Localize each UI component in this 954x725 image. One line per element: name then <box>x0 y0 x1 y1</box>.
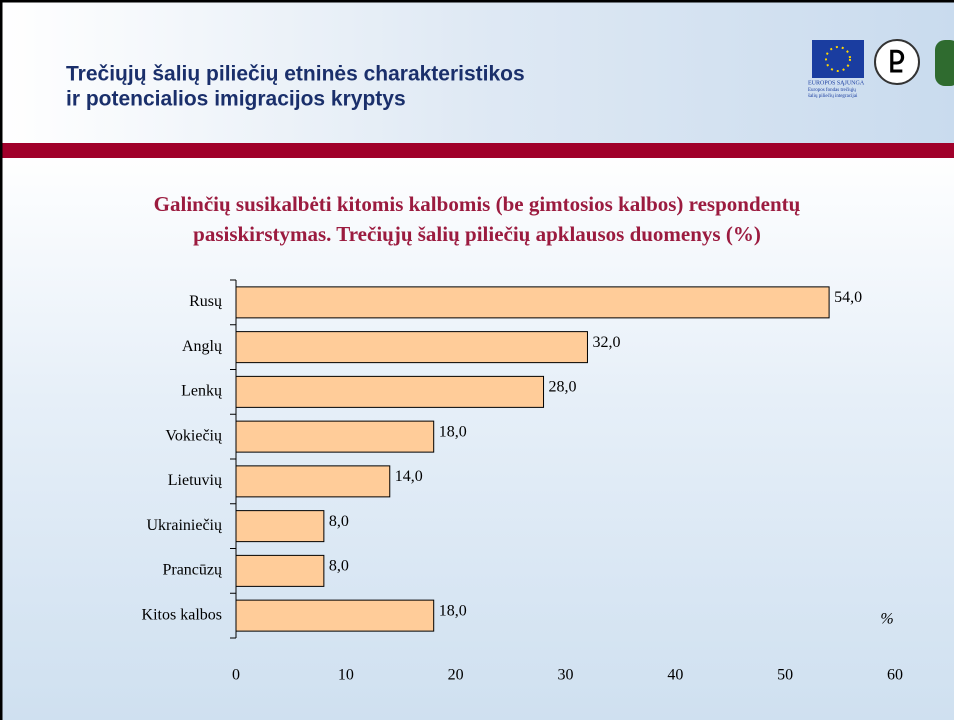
x-tick-label: 50 <box>777 667 793 684</box>
bar <box>235 554 325 587</box>
logo-text: Europos fondas trečiųjų <box>808 88 856 93</box>
eu-stars <box>825 46 851 72</box>
y-tick-label: Vokiečių <box>165 427 223 444</box>
bar <box>235 599 435 632</box>
value-label: 8,0 <box>329 558 349 575</box>
bar <box>235 420 435 453</box>
x-tick-label: 20 <box>448 667 464 684</box>
header-title: Trečiųjų šalių piliečių etninės charakte… <box>66 63 525 86</box>
y-tick-label: Lenkų <box>181 383 223 400</box>
x-tick-label: 40 <box>667 667 683 684</box>
x-tick-label: 0 <box>232 667 240 684</box>
value-label: 32,0 <box>592 334 620 351</box>
bar <box>235 331 588 364</box>
value-label: 54,0 <box>834 289 862 306</box>
bar <box>235 375 545 408</box>
y-tick-label: Kitos kalbos <box>142 606 222 623</box>
x-tick-label: 30 <box>558 667 574 684</box>
logo-text: EUROPOS SĄJUNGA <box>808 80 865 86</box>
x-tick-label: 10 <box>338 667 354 684</box>
value-label: 28,0 <box>549 379 577 396</box>
y-tick-label: Prancūzų <box>162 562 223 579</box>
chart-title: Galinčių susikalbėti kitomis kalbomis (b… <box>154 192 801 216</box>
value-label: 8,0 <box>329 513 349 530</box>
value-label: 18,0 <box>439 423 467 440</box>
header-band <box>0 143 954 158</box>
logo-icon: Ⴒ <box>889 48 905 78</box>
bar <box>235 286 830 319</box>
x-unit-label: % <box>880 611 893 628</box>
y-tick-label: Anglų <box>182 338 223 355</box>
bar <box>235 510 325 543</box>
y-tick-label: Lietuvių <box>168 472 223 489</box>
x-tick-label: 60 <box>887 667 903 684</box>
logo-emblem <box>935 40 954 86</box>
logo-emblem <box>874 39 920 85</box>
value-label: 14,0 <box>395 468 423 485</box>
bar <box>235 465 391 498</box>
value-label: 18,0 <box>439 602 467 619</box>
header-title: ir potencialios imigracijos kryptys <box>66 88 406 111</box>
eu-flag <box>812 40 864 78</box>
header-bg <box>0 0 954 143</box>
logo-text: šalių piliečių integracijai <box>808 94 858 99</box>
y-tick-label: Rusų <box>189 293 223 310</box>
y-tick-label: Ukrainiečių <box>146 517 223 534</box>
chart-title: pasiskirstymas. Trečiųjų šalių piliečių … <box>193 222 761 246</box>
